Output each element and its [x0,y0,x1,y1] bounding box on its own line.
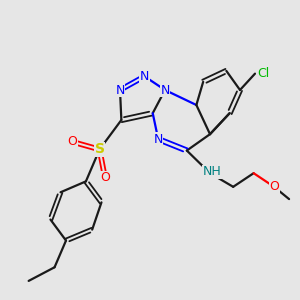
Text: O: O [100,171,110,184]
Text: Cl: Cl [257,67,269,80]
Text: O: O [67,135,77,148]
Text: N: N [140,70,149,83]
Text: N: N [115,83,125,97]
Text: S: S [94,142,104,157]
Text: O: O [269,180,279,193]
Text: N: N [160,83,170,97]
Text: N: N [154,133,163,146]
Text: NH: NH [203,165,222,178]
